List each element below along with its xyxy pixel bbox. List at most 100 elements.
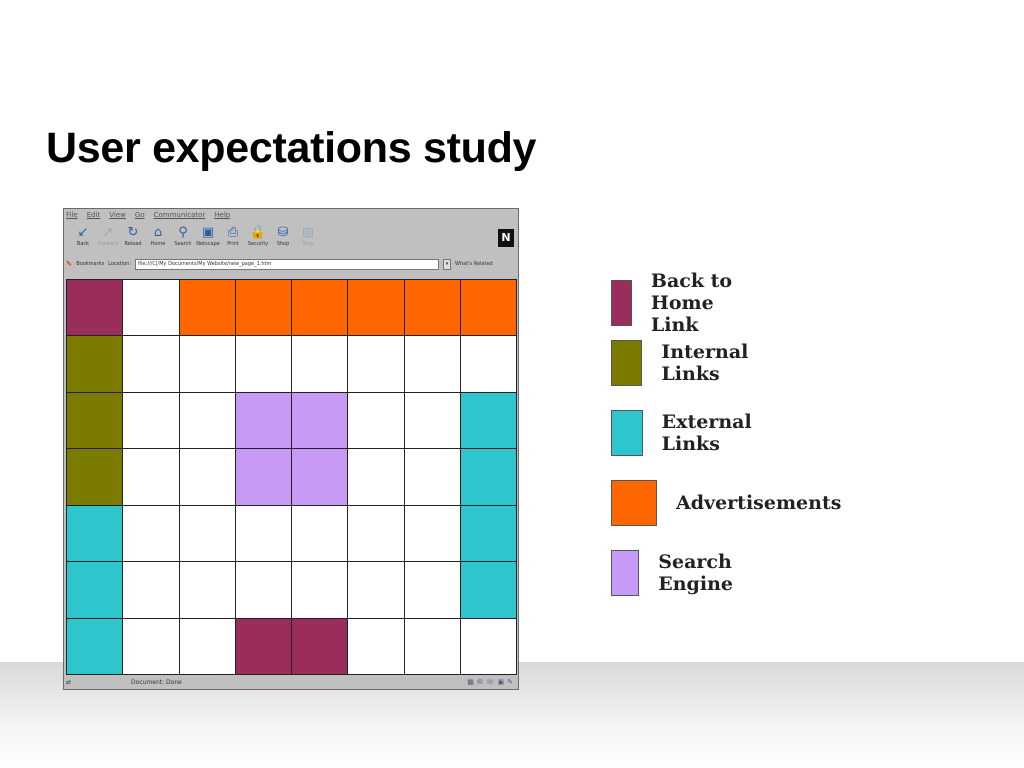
grid-cell-external [460, 505, 516, 562]
page-layout-grid [66, 279, 517, 675]
grid-cell-empty [348, 449, 404, 505]
component-bar-icons[interactable]: ▦✉☏▣✎ [467, 678, 516, 686]
forward-button[interactable]: ↗ Forward [97, 225, 119, 259]
legend-item-search: Search Engine [611, 550, 751, 596]
back-button[interactable]: ↙ Back [72, 225, 94, 259]
bookmarks-button[interactable]: Bookmarks [76, 261, 105, 267]
stop-icon: ▥ [301, 225, 315, 240]
menu-bar: File Edit View Go Communicator Help [66, 211, 230, 223]
security-status-icon: ⇄ [66, 678, 72, 686]
toolbar-button-label: Netscape [196, 241, 220, 247]
whats-related-button[interactable]: What's Related [455, 261, 493, 267]
legend-label: External Links [661, 411, 752, 455]
grid-cell-empty [179, 505, 235, 562]
grid-cell-empty [179, 336, 235, 392]
grid-cell-empty [348, 618, 404, 674]
grid-cell-internal [67, 392, 123, 449]
menu-item-file[interactable]: File [66, 211, 78, 219]
grid-cell-empty [404, 618, 460, 674]
grid-cell-empty [123, 336, 179, 392]
shop-icon: ⛁ [277, 225, 289, 240]
navigation-toolbar: ↙ Back ↗ Forward ↻ Reload ⌂ Home ⚲ Search ▣ Netscap… [72, 225, 512, 259]
toolbar-button-label: Print [227, 241, 239, 247]
grid-cell-empty [123, 562, 179, 618]
toolbar-button-label: Stop [302, 241, 314, 247]
grid-cell-empty [404, 562, 460, 618]
toolbar-button-label: Back [76, 241, 90, 247]
grid-cell-ads [348, 280, 404, 336]
grid-cell-external [67, 562, 123, 618]
search-button[interactable]: ⚲ Search [172, 225, 194, 259]
grid-cell-external [67, 505, 123, 562]
grid-cell-empty [235, 336, 291, 392]
toolbar-button-label: Home [150, 241, 166, 247]
slide-title: User expectations study [46, 124, 537, 172]
menu-item-communicator[interactable]: Communicator [153, 211, 206, 219]
legend-swatch [611, 280, 632, 326]
grid-cell-empty [123, 449, 179, 505]
grid-cell-empty [123, 618, 179, 674]
grid-cell-search [235, 449, 291, 505]
legend-item-external: External Links [611, 410, 766, 456]
legend-swatch [611, 480, 657, 526]
grid-cell-empty [404, 392, 460, 449]
grid-cell-external [460, 562, 516, 618]
grid-cell-empty [123, 505, 179, 562]
grid-cell-empty [404, 505, 460, 562]
grid-cell-ads [235, 280, 291, 336]
print-button[interactable]: ⎙ Print [222, 225, 244, 259]
legend-swatch [611, 340, 643, 386]
grid-cell-empty [292, 336, 348, 392]
grid-cell-empty [235, 562, 291, 618]
reload-icon: ↻ [127, 225, 139, 240]
legend-item-internal: Internal Links [611, 340, 763, 386]
netscape-logo-icon: N [498, 229, 514, 247]
grid-cell-empty [179, 449, 235, 505]
location-label: Location: [108, 261, 132, 267]
shop-button[interactable]: ⛁ Shop [272, 225, 294, 259]
grid-cell-ads [460, 280, 516, 336]
grid-cell-empty [292, 505, 348, 562]
grid-cell-empty [292, 562, 348, 618]
legend-swatch [611, 550, 640, 596]
grid-cell-internal [67, 336, 123, 392]
grid-cell-empty [348, 392, 404, 449]
legend-label: Internal Links [661, 341, 749, 385]
stop-button[interactable]: ▥ Stop [297, 225, 319, 259]
location-bar: 🔖 Bookmarks Location: file:///C|/My Docu… [66, 258, 516, 270]
grid-cell-empty [460, 336, 516, 392]
legend-swatch [611, 410, 643, 456]
legend-label: Search Engine [658, 551, 733, 595]
grid-cell-empty [235, 505, 291, 562]
grid-cell-back-home [67, 280, 123, 336]
menu-item-go[interactable]: Go [134, 211, 145, 219]
menu-item-help[interactable]: Help [214, 211, 231, 219]
url-input[interactable]: file:///C|/My Documents/My Website/new_p… [135, 258, 440, 270]
grid-cell-empty [123, 280, 179, 336]
netscape-button[interactable]: ▣ Netscape [196, 225, 220, 259]
grid-cell-internal [67, 449, 123, 505]
netscape-icon: ▣ [201, 225, 215, 240]
menu-item-edit[interactable]: Edit [86, 211, 101, 219]
forward-arrow-icon: ↗ [102, 225, 114, 240]
grid-cell-back-home [235, 618, 291, 674]
reload-button[interactable]: ↻ Reload [122, 225, 144, 259]
print-icon: ⎙ [227, 225, 239, 240]
grid-cell-empty [404, 449, 460, 505]
grid-cell-empty [348, 336, 404, 392]
toolbar-button-label: Search [174, 241, 192, 247]
legend-label: Advertisements [676, 492, 842, 514]
toolbar-button-label: Security [247, 241, 269, 247]
home-button[interactable]: ⌂ Home [147, 225, 169, 259]
grid-cell-empty [179, 562, 235, 618]
grid-cell-empty [179, 618, 235, 674]
grid-cell-external [460, 392, 516, 449]
grid-cell-empty [348, 505, 404, 562]
legend-item-back-home: Back to Home Link [611, 270, 739, 336]
security-button[interactable]: 🔒 Security [247, 225, 269, 259]
chevron-down-icon[interactable]: ▾ [443, 258, 452, 270]
menu-item-view[interactable]: View [109, 211, 126, 219]
status-text: Document: Done [131, 678, 182, 686]
grid-cell-ads [404, 280, 460, 336]
grid-cell-empty [460, 618, 516, 674]
